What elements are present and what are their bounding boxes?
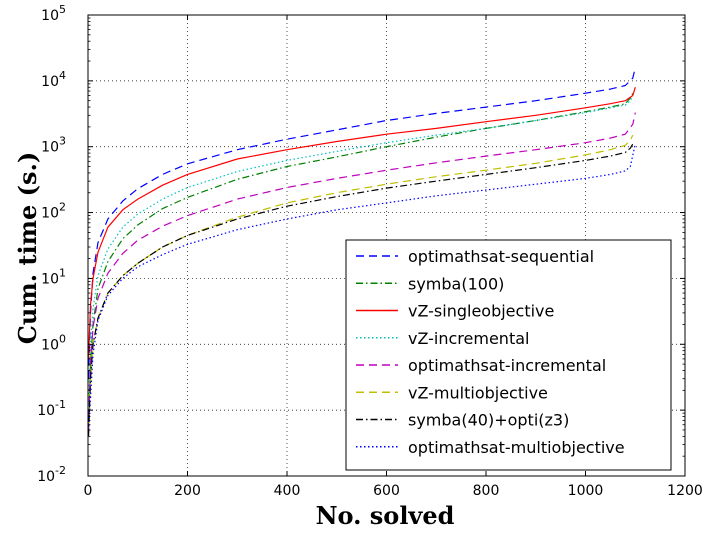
x-tick-label: 0 xyxy=(84,483,93,499)
series-line-optimathsat-incremental xyxy=(87,112,636,431)
x-tick-label: 200 xyxy=(174,483,201,499)
y-tick-label: 101 xyxy=(41,266,66,287)
axis-ticks: 0 200 400 600 800 1000 1200 10-2 10-1 100 101 102 10… xyxy=(37,3,703,499)
legend-label: symba(40)+opti(z3) xyxy=(408,411,569,430)
y-tick-label: 103 xyxy=(41,135,66,156)
series-line-vz-multiobjective xyxy=(87,134,634,437)
y-tick-label: 100 xyxy=(41,332,66,353)
legend-label: symba(100) xyxy=(408,274,504,293)
legend-label: vZ-singleobjective xyxy=(408,302,554,321)
y-tick-label: 102 xyxy=(41,201,66,222)
legend-label: optimathsat-incremental xyxy=(408,356,606,375)
legend-label: optimathsat-multiobjective xyxy=(408,438,625,457)
y-axis-title: Cum. time (s.) xyxy=(13,152,42,344)
series-line-symba-100 xyxy=(87,92,634,431)
legend-label: vZ-incremental xyxy=(408,329,529,348)
x-tick-label: 400 xyxy=(274,483,301,499)
legend-label: optimathsat-sequential xyxy=(408,247,594,266)
x-axis-title: No. solved xyxy=(316,501,455,529)
series-line-vz-incremental xyxy=(87,96,634,411)
x-tick-label: 1200 xyxy=(667,483,703,499)
legend: optimathsat-sequential symba(100) vZ-singl… xyxy=(345,239,672,471)
x-tick-label: 800 xyxy=(473,483,500,499)
legend-label: vZ-multiobjective xyxy=(408,383,548,402)
y-tick-label: 10-1 xyxy=(37,398,66,419)
series-line-symba-40-opti-z3 xyxy=(87,143,634,437)
y-tick-label: 105 xyxy=(41,3,66,24)
series-group xyxy=(87,67,636,437)
y-tick-label: 104 xyxy=(41,69,66,90)
series-line-vz-singleobjective xyxy=(87,87,636,359)
series-line-optimathsat-sequential xyxy=(87,67,636,379)
legend-box xyxy=(345,239,672,471)
x-tick-label: 600 xyxy=(373,483,400,499)
x-tick-label: 1000 xyxy=(568,483,604,499)
y-tick-label: 10-2 xyxy=(37,464,66,485)
